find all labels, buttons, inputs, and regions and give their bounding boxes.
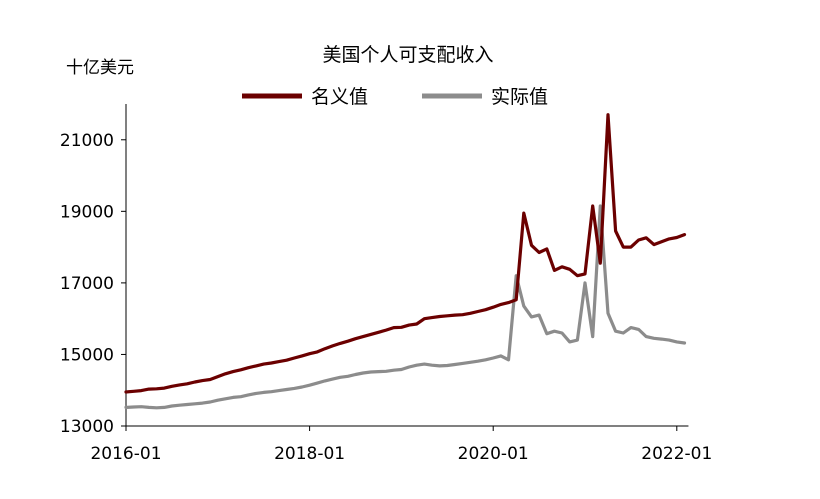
legend-item-real: 实际值 xyxy=(422,86,548,108)
y-tick-label: 21000 xyxy=(60,131,114,151)
y-tick-label: 13000 xyxy=(60,417,114,437)
chart-title: 美国个人可支配收入 xyxy=(322,44,493,66)
legend-item-nominal: 名义值 xyxy=(242,86,368,108)
legend-label-nominal: 名义值 xyxy=(311,86,368,108)
x-tick-label: 2020-01 xyxy=(458,444,529,464)
y-tick-label: 19000 xyxy=(60,202,114,222)
series-line-real xyxy=(124,204,687,410)
plot-area: 13000 15000 17000 19000 21000 2016-01 2018-01 2… xyxy=(60,104,712,464)
legend: 名义值 实际值 xyxy=(242,86,548,108)
series-line-nominal xyxy=(124,113,687,394)
y-axis-unit-label: 十亿美元 xyxy=(66,58,134,78)
x-tick-label: 2022-01 xyxy=(641,444,712,464)
x-tick-label: 2016-01 xyxy=(90,444,161,464)
legend-label-real: 实际值 xyxy=(491,86,548,108)
x-tick-label: 2018-01 xyxy=(274,444,345,464)
y-tick-label: 15000 xyxy=(60,345,114,365)
y-tick-label: 17000 xyxy=(60,274,114,294)
